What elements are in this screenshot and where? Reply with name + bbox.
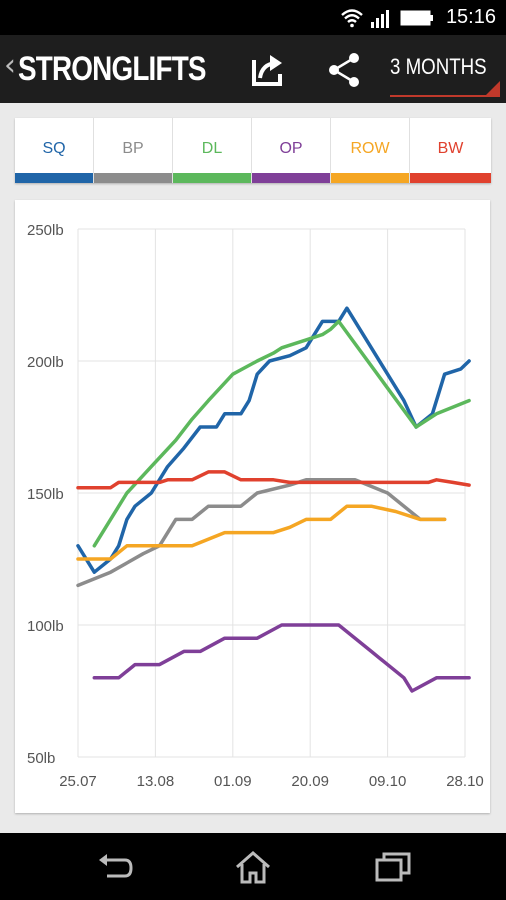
tab-dl[interactable]: DL: [173, 118, 252, 183]
tab-color-bar: [410, 173, 491, 183]
progress-chart: 250lb 200lb 150lb 100lb 50lb 25.07 13.08 01.09 2…: [15, 200, 490, 813]
tab-label: BP: [122, 140, 144, 157]
tab-label: BW: [437, 140, 464, 157]
battery-icon: [400, 10, 433, 26]
series-line-dl: [92, 319, 471, 548]
action-bar: ‹ STRONGLIFTS 3 MONTHS: [0, 35, 506, 103]
signal-icon: [371, 10, 389, 28]
status-bar: 15:16: [0, 0, 506, 35]
status-time: 15:16: [445, 6, 496, 28]
tab-color-bar: [173, 173, 251, 183]
series-line-bw: [76, 470, 471, 490]
y-tick-label: 250lb: [27, 222, 64, 239]
tab-row[interactable]: ROW: [331, 118, 410, 183]
series-line-op: [92, 623, 471, 693]
export-icon[interactable]: [248, 50, 288, 90]
tab-color-bar: [15, 173, 93, 183]
navigation-bar: [0, 833, 506, 900]
tab-sq[interactable]: SQ: [15, 118, 94, 183]
y-tick-label: 50lb: [27, 750, 55, 767]
back-chevron-icon[interactable]: ‹: [4, 48, 16, 83]
back-nav-icon[interactable]: [95, 850, 135, 884]
x-tick-label: 13.08: [137, 773, 175, 790]
tab-bw[interactable]: BW: [410, 118, 491, 183]
series-line-sq: [76, 306, 471, 574]
tab-label: DL: [201, 140, 223, 157]
x-tick-label: 09.10: [369, 773, 407, 790]
tab-color-bar: [94, 173, 172, 183]
wifi-icon: [341, 9, 363, 28]
dropdown-triangle-icon: [486, 81, 500, 95]
tab-color-bar: [331, 173, 409, 183]
x-tick-label: 25.07: [59, 773, 97, 790]
app-title[interactable]: STRONGLIFTS: [18, 50, 207, 88]
period-label: 3 MONTHS: [390, 54, 487, 79]
x-tick-label: 20.09: [291, 773, 329, 790]
tab-bp[interactable]: BP: [94, 118, 173, 183]
recent-apps-icon[interactable]: [373, 850, 413, 884]
exercise-tabs: SQ BP DL OP ROW BW: [15, 118, 491, 183]
home-nav-icon[interactable]: [233, 850, 273, 884]
tab-label: SQ: [42, 140, 66, 157]
share-icon[interactable]: [325, 50, 365, 90]
y-tick-label: 150lb: [27, 486, 64, 503]
tab-color-bar: [252, 173, 330, 183]
tab-op[interactable]: OP: [252, 118, 331, 183]
tab-label: ROW: [350, 140, 390, 157]
x-tick-label: 28.10: [446, 773, 484, 790]
tab-label: OP: [279, 140, 303, 157]
period-dropdown[interactable]: 3 MONTHS: [390, 43, 500, 97]
x-tick-label: 01.09: [214, 773, 252, 790]
y-tick-label: 100lb: [27, 618, 64, 635]
series-line-row: [76, 504, 447, 561]
y-tick-label: 200lb: [27, 354, 64, 371]
